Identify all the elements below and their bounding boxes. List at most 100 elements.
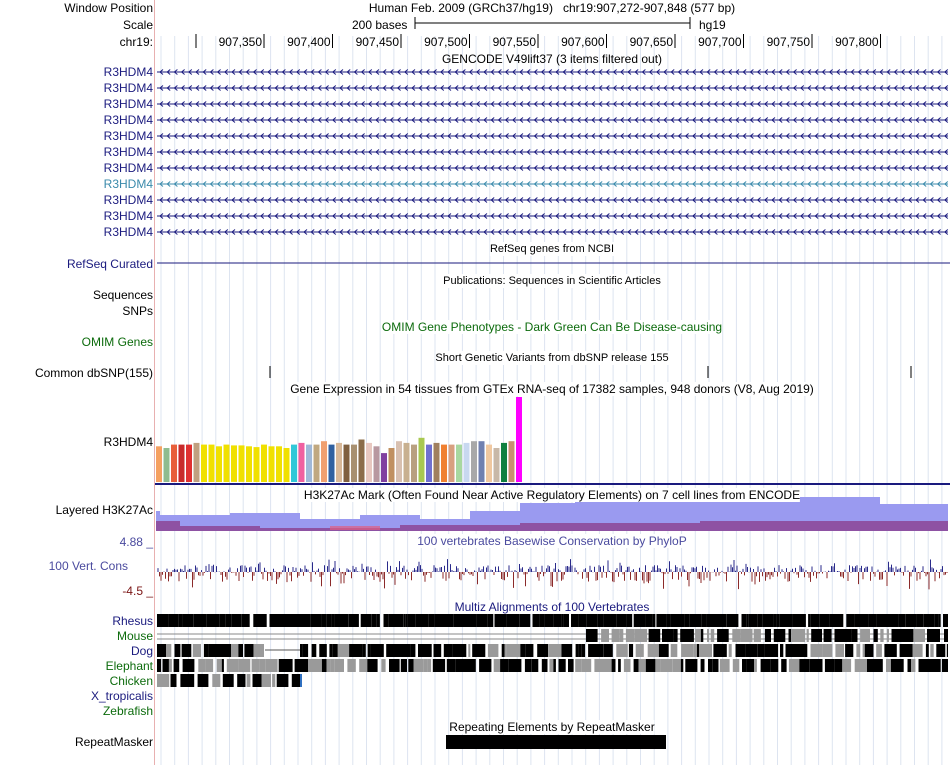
multiz-species-label[interactable]: Elephant <box>105 659 153 673</box>
multiz-aligned-block <box>822 644 833 657</box>
gencode-item-label[interactable]: R3HDM4 <box>103 209 153 223</box>
h3k27ac-label[interactable]: Layered H3K27Ac <box>55 503 153 517</box>
multiz-species-label[interactable]: Zebrafish <box>102 704 153 718</box>
multiz-aligned-block <box>549 659 554 672</box>
ruler-tick-label: 907,500 <box>424 35 468 49</box>
gtex-tissue-bar <box>336 442 342 482</box>
multiz-aligned-block <box>465 614 477 627</box>
multiz-aligned-block <box>489 614 494 627</box>
conservation-label[interactable]: 100 Vert. Cons <box>48 559 128 573</box>
gencode-item-label[interactable]: R3HDM4 <box>103 65 153 79</box>
refseq-label[interactable]: RefSeq Curated <box>66 257 153 271</box>
multiz-aligned-block <box>520 644 526 657</box>
multiz-aligned-block <box>740 629 753 642</box>
multiz-aligned-block <box>443 644 451 657</box>
multiz-aligned-block <box>334 659 344 672</box>
multiz-species-label[interactable]: Rhesus <box>112 614 153 628</box>
multiz-aligned-block <box>504 644 507 657</box>
multiz-alignment <box>157 614 948 687</box>
multiz-aligned-block <box>762 614 774 627</box>
multiz-aligned-block <box>376 614 380 627</box>
multiz-aligned-block <box>334 614 342 627</box>
gtex-tissue-bar <box>396 441 402 482</box>
multiz-aligned-block <box>157 674 170 687</box>
dbsnp-title[interactable]: Short Genetic Variants from dbSNP releas… <box>435 351 669 365</box>
gridlines <box>160 36 943 765</box>
multiz-aligned-block <box>360 614 372 627</box>
multiz-aligned-block <box>839 629 852 642</box>
h3k27ac-title[interactable]: H3K27Ac Mark (Often Found Near Active Re… <box>303 488 801 502</box>
multiz-aligned-block <box>237 674 246 687</box>
omim-title[interactable]: OMIM Gene Phenotypes - Dark Green Can Be… <box>381 320 723 334</box>
multiz-aligned-block <box>513 614 520 627</box>
multiz-aligned-block <box>930 659 941 672</box>
multiz-aligned-block <box>834 629 839 642</box>
multiz-aligned-block <box>563 614 569 627</box>
gtex-tissue-bar <box>366 442 372 482</box>
gencode-item-label[interactable]: R3HDM4 <box>103 161 153 175</box>
multiz-aligned-block <box>706 614 721 627</box>
multiz-aligned-block <box>479 659 492 672</box>
multiz-species-label[interactable]: X_tropicalis <box>90 689 153 703</box>
publications-title[interactable]: Publications: Sequences in Scientific Ar… <box>443 274 661 288</box>
repeatmasker-title[interactable]: Repeating Elements by RepeatMasker <box>449 720 655 734</box>
gtex-title[interactable]: Gene Expression in 54 tissues from GTEx … <box>290 382 814 396</box>
multiz-aligned-block <box>548 644 562 657</box>
snps-label[interactable]: SNPs <box>122 304 153 318</box>
gencode-item-label[interactable]: R3HDM4 <box>103 193 153 207</box>
refseq-title[interactable]: RefSeq genes from NCBI <box>489 242 615 256</box>
gencode-item-label[interactable]: R3HDM4 <box>103 113 153 127</box>
gencode-item-label[interactable]: R3HDM4 <box>103 177 153 191</box>
gtex-tissue-bar <box>501 442 507 482</box>
multiz-aligned-block <box>616 644 628 657</box>
gencode-item-label[interactable]: R3HDM4 <box>103 225 153 239</box>
multiz-aligned-block <box>713 644 727 657</box>
multiz-aligned-block <box>261 674 271 687</box>
gencode-item-label[interactable]: R3HDM4 <box>103 129 153 143</box>
h3k27ac-layer <box>330 526 380 530</box>
multiz-species-label[interactable]: Mouse <box>116 629 153 643</box>
conservation-title[interactable]: 100 vertebrates Basewise Conservation by… <box>417 534 687 548</box>
multiz-aligned-block <box>746 659 754 672</box>
dbsnp-label[interactable]: Common dbSNP(155) <box>34 366 153 380</box>
multiz-aligned-block <box>626 614 633 627</box>
multiz-aligned-block <box>216 659 222 672</box>
multiz-aligned-block <box>634 629 648 642</box>
position-text: chr19:907,272-907,848 (577 bp) <box>562 1 736 15</box>
gencode-item-label[interactable]: R3HDM4 <box>103 81 153 95</box>
multiz-aligned-block <box>886 629 889 642</box>
multiz-aligned-block <box>561 644 573 657</box>
multiz-aligned-block <box>494 614 507 627</box>
multiz-aligned-block <box>198 659 206 672</box>
multiz-aligned-block <box>925 644 929 657</box>
multiz-species-label[interactable]: Dog <box>130 644 153 658</box>
multiz-aligned-block <box>670 614 683 627</box>
multiz-aligned-block <box>180 674 195 687</box>
multiz-aligned-block <box>754 659 757 672</box>
multiz-aligned-block <box>311 644 317 657</box>
multiz-aligned-block <box>367 644 371 657</box>
multiz-aligned-block <box>157 659 162 672</box>
sequences-label[interactable]: Sequences <box>92 288 153 302</box>
multiz-aligned-block <box>367 659 378 672</box>
gencode-item-label[interactable]: R3HDM4 <box>103 145 153 159</box>
multiz-aligned-block <box>539 614 545 627</box>
ruler-tick-label: 907,400 <box>287 35 331 49</box>
scale-text: 200 bases <box>352 18 410 32</box>
multiz-species-label[interactable]: Chicken <box>109 674 153 688</box>
multiz-aligned-block <box>899 629 914 642</box>
multiz-aligned-block <box>433 644 442 657</box>
conservation-min-label: -4.5 _ <box>122 584 153 598</box>
gtex-label[interactable]: R3HDM4 <box>103 435 153 449</box>
gtex-tissue-bar <box>186 444 192 482</box>
multiz-aligned-block <box>648 629 661 642</box>
repeatmasker-label[interactable]: RepeatMasker <box>74 735 153 749</box>
omim-label[interactable]: OMIM Genes <box>81 335 153 349</box>
multiz-aligned-block <box>638 659 646 672</box>
multiz-aligned-block <box>470 659 476 672</box>
multiz-aligned-block <box>302 614 311 627</box>
multiz-title[interactable]: Multiz Alignments of 100 Vertebrates <box>454 600 650 614</box>
gencode-title[interactable]: GENCODE V49lift37 (3 items filtered out) <box>441 52 663 66</box>
gencode-item-label[interactable]: R3HDM4 <box>103 97 153 111</box>
